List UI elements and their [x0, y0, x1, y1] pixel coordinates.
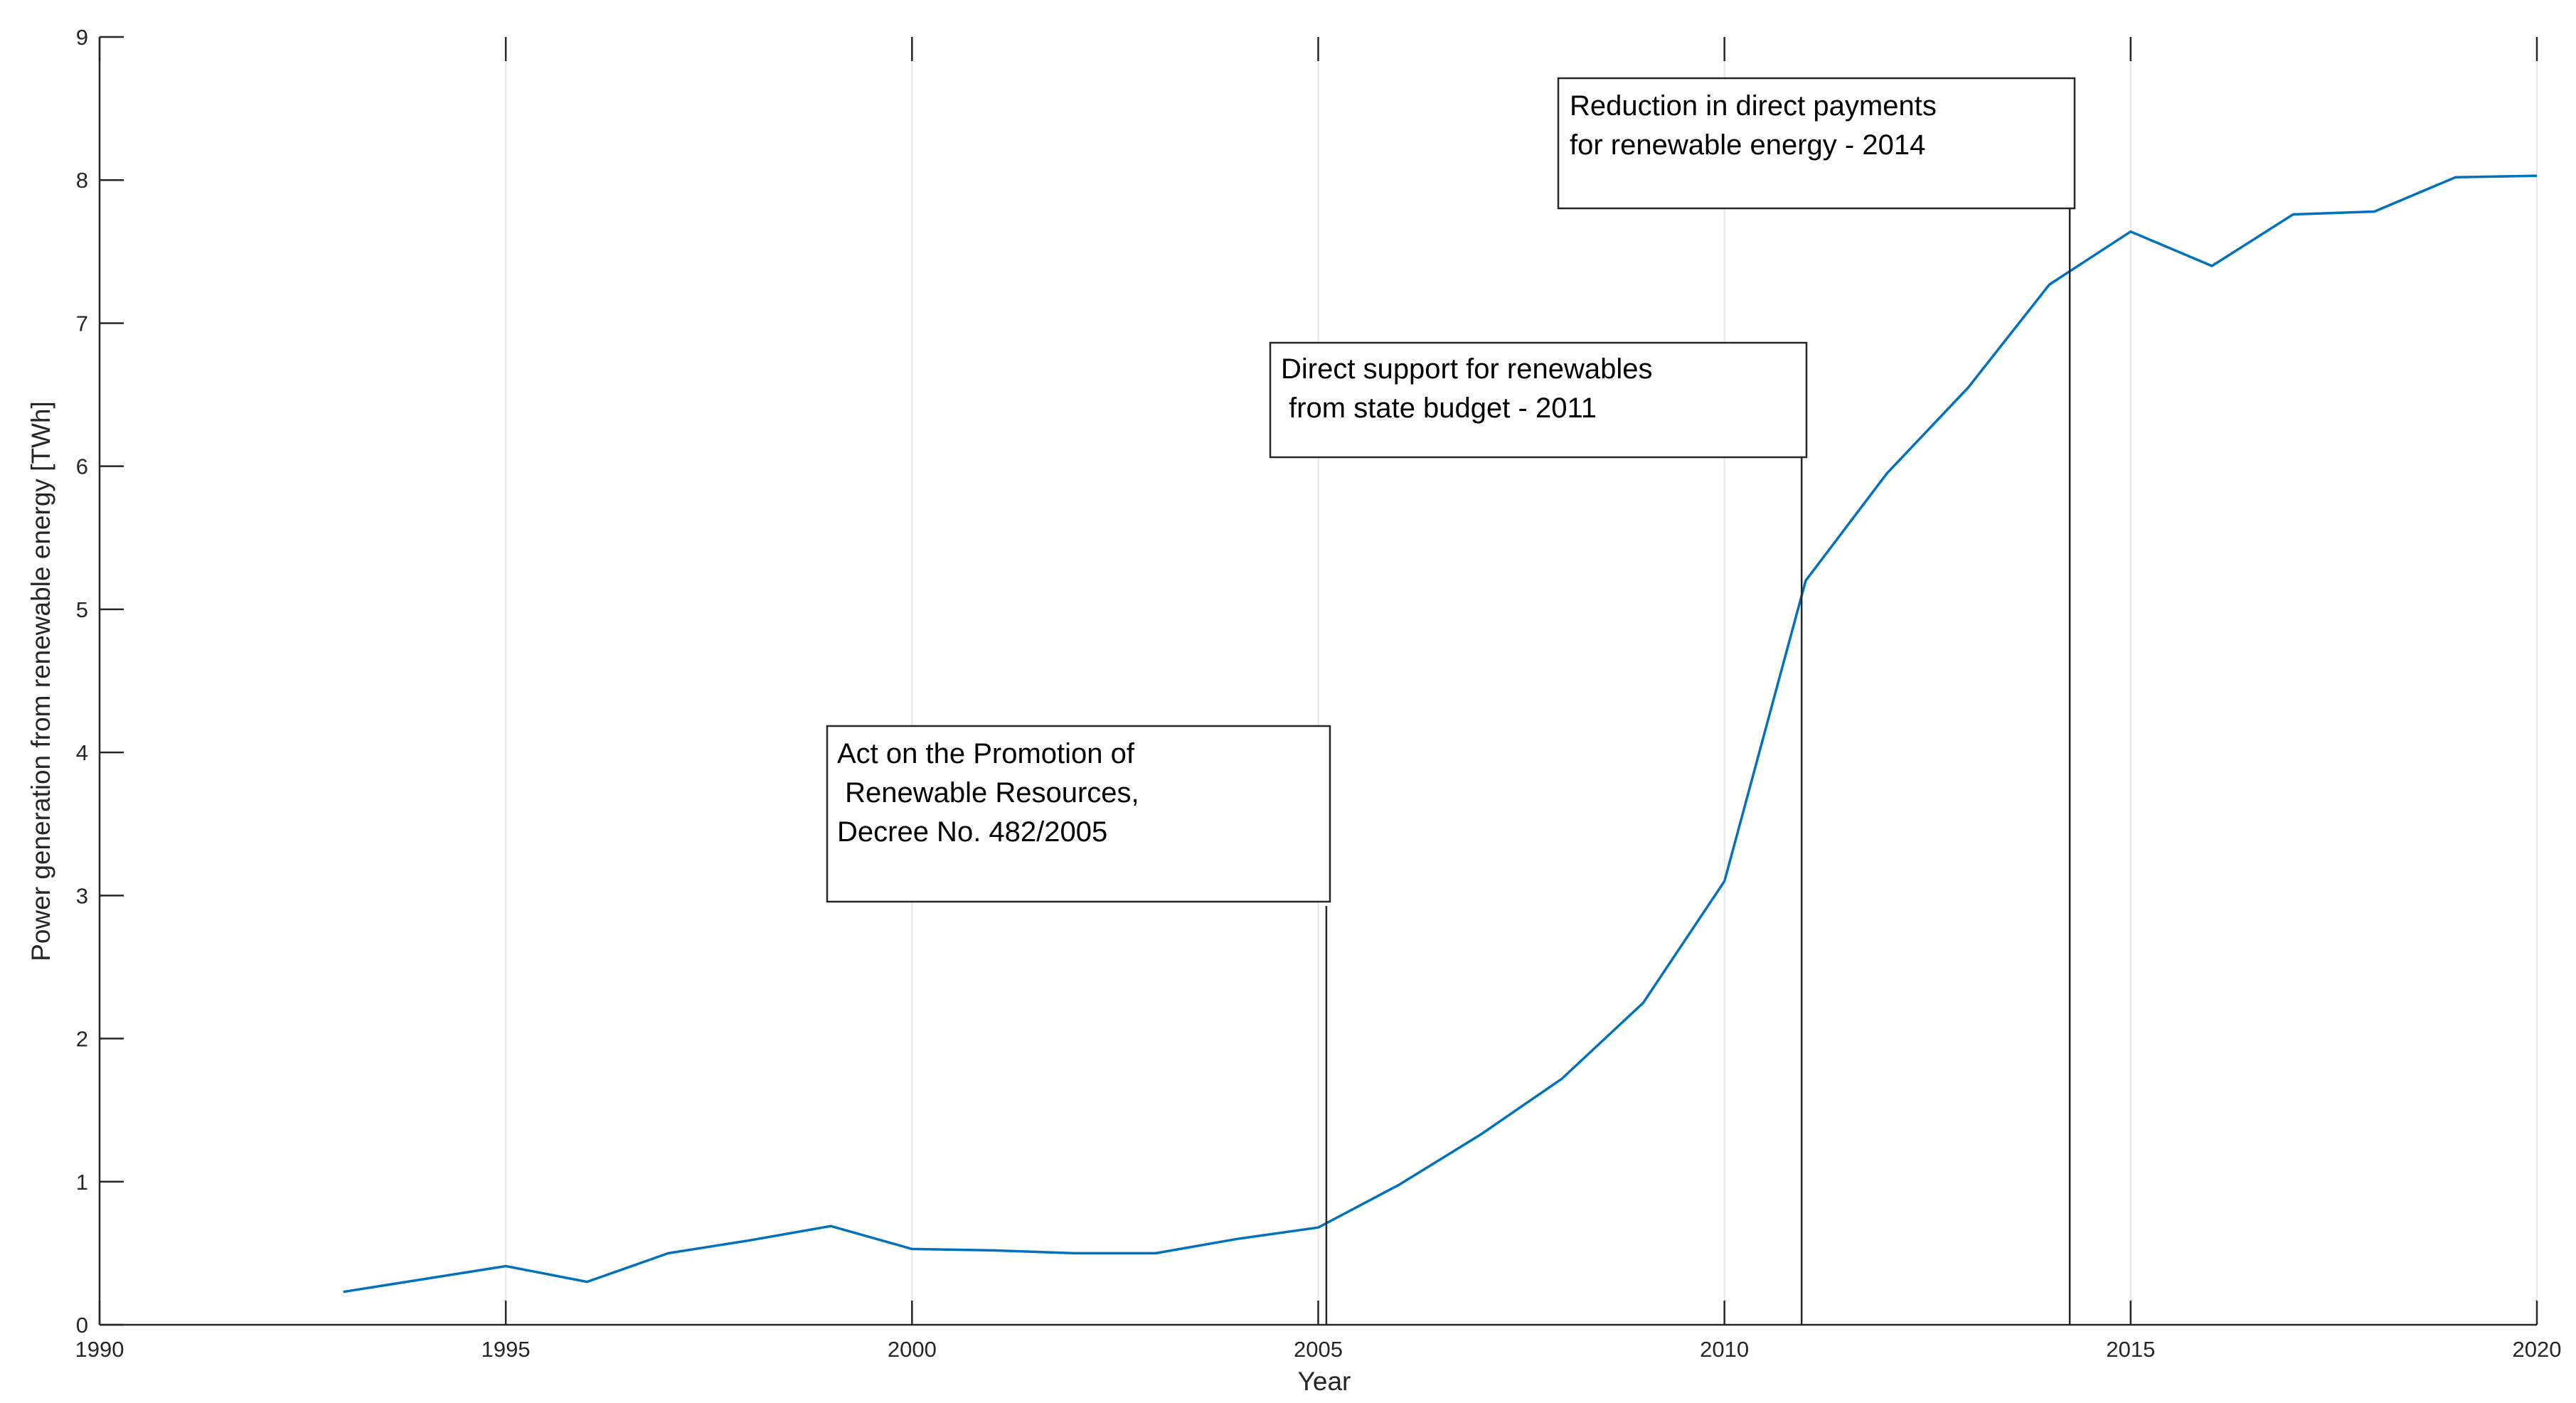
x-tick-label: 1990 [75, 1337, 124, 1362]
y-tick-label: 3 [76, 883, 88, 908]
y-tick-label: 2 [76, 1027, 88, 1052]
annotation-line: for renewable energy - 2014 [1570, 129, 1925, 161]
x-tick-label: 2020 [2513, 1337, 2562, 1362]
annotation-frame [1557, 77, 2076, 210]
y-tick-label: 0 [76, 1313, 88, 1338]
annotation-box-2011: Direct support for renewables from state… [1269, 341, 1808, 1325]
x-axis-label: Year [1298, 1367, 1351, 1396]
x-tick-label: 2010 [1700, 1337, 1749, 1362]
annotation-line: from state budget - 2011 [1281, 393, 1597, 424]
annotation-line: Reduction in direct payments [1570, 90, 1937, 122]
y-tick-label: 4 [76, 740, 88, 765]
annotation-line: Renewable Resources, [837, 777, 1139, 809]
annotation-box-2005: Act on the Promotion of Renewable Resour… [826, 725, 1331, 1325]
annotation-box-2014: Reduction in direct payments for renewab… [1557, 77, 2076, 1325]
y-tick-label: 9 [76, 25, 88, 50]
y-tick-label: 5 [76, 597, 88, 622]
x-tick-label: 2000 [888, 1337, 937, 1362]
x-tick-label: 1995 [481, 1337, 531, 1362]
annotation-frame [1269, 341, 1808, 459]
axis-ticks: 1990 1995 2000 2005 2010 2015 2020 0 1 2 3 4 5 6 7 8 9 [75, 25, 2562, 1362]
y-tick-label: 8 [76, 168, 88, 193]
y-axis-label: Power generation from renewable energy [… [26, 401, 55, 961]
annotation-line: Decree No. 482/2005 [837, 816, 1107, 848]
annotation-line: Act on the Promotion of [837, 738, 1135, 769]
annotation-frame [826, 725, 1331, 903]
x-tick-label: 2015 [2106, 1337, 2155, 1362]
y-tick-label: 7 [76, 311, 88, 336]
y-tick-label: 1 [76, 1170, 88, 1195]
series-line-renewable-generation [343, 174, 2538, 1293]
y-tick-label: 6 [76, 454, 88, 479]
annotation-line: Direct support for renewables [1281, 353, 1652, 385]
grid-lines [505, 37, 2538, 1325]
x-tick-label: 2005 [1294, 1337, 1343, 1362]
